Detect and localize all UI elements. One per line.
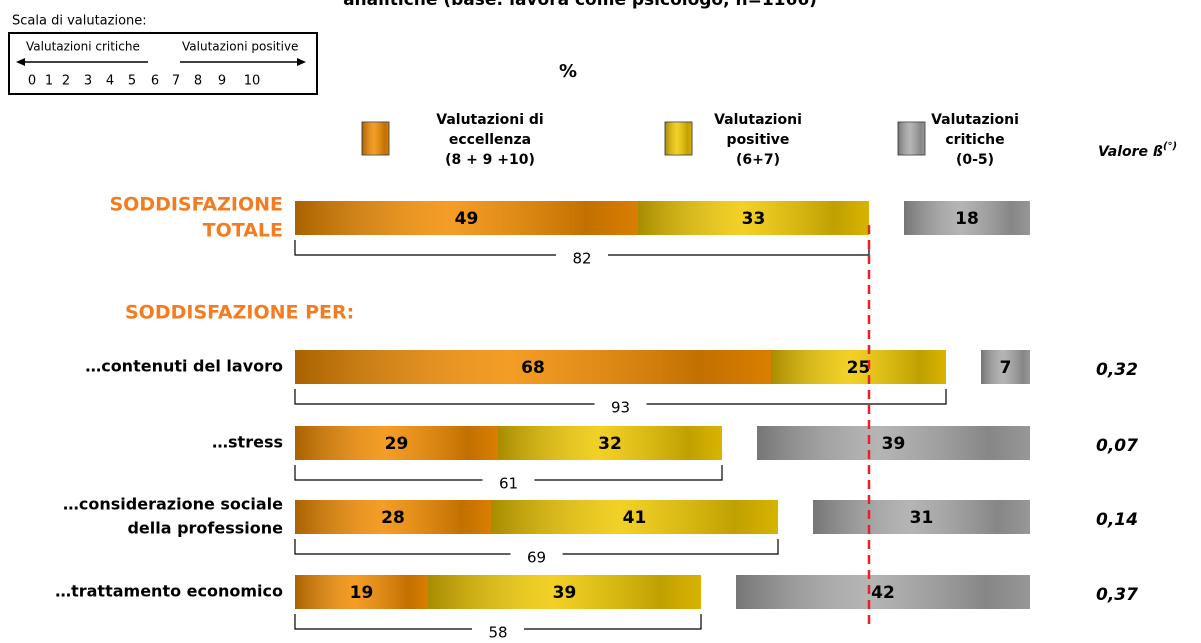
bar-shade bbox=[295, 426, 498, 460]
legend-label: Valutazioni bbox=[714, 112, 802, 128]
category-label: …trattamento economico bbox=[55, 582, 283, 601]
total-label: 82 bbox=[572, 250, 591, 268]
scale-left: Valutazioni critiche bbox=[26, 40, 140, 54]
scale-number: 5 bbox=[128, 74, 136, 89]
bar-label: 18 bbox=[955, 209, 979, 229]
scale-number: 0 bbox=[28, 74, 36, 89]
total-label: 58 bbox=[488, 624, 507, 640]
legend-label: (8 + 9 +10) bbox=[445, 152, 535, 168]
unit: % bbox=[559, 61, 577, 82]
bar-label: 49 bbox=[455, 209, 479, 229]
bar-label: 32 bbox=[598, 434, 622, 454]
legend-label: critiche bbox=[945, 132, 1004, 148]
bar-shade bbox=[491, 500, 778, 534]
bar-shade bbox=[428, 575, 701, 609]
bar-shade bbox=[771, 350, 946, 384]
bar-label: 41 bbox=[623, 508, 647, 528]
bar-shade bbox=[757, 426, 1030, 460]
scale-number: 1 bbox=[45, 74, 53, 89]
legend-label: Valutazioni bbox=[931, 112, 1019, 128]
section-title: SODDISFAZIONE PER: bbox=[125, 302, 354, 324]
legend-swatch-shade bbox=[898, 122, 925, 155]
legend-label: Valutazioni di bbox=[436, 112, 543, 128]
chart-title: analitiche (base: lavora come psicologo,… bbox=[343, 0, 817, 10]
bar-label: 33 bbox=[742, 209, 766, 229]
scale-right: Valutazioni positive bbox=[182, 40, 298, 54]
legend-swatch-shade bbox=[362, 122, 389, 155]
category-label: …considerazione sociale bbox=[63, 495, 283, 514]
bar-label: 31 bbox=[910, 508, 934, 528]
total-label-bg bbox=[556, 246, 608, 264]
scale-number: 8 bbox=[194, 74, 202, 89]
bar-shade bbox=[295, 201, 638, 235]
scale-number: 3 bbox=[84, 74, 92, 89]
legend-label: (6+7) bbox=[736, 152, 780, 168]
beta-title: Valore ß(°) bbox=[1098, 141, 1177, 160]
total-label-bg bbox=[594, 395, 647, 413]
category-label: …stress bbox=[212, 433, 283, 452]
bar-shade bbox=[295, 350, 771, 384]
total-label: 61 bbox=[499, 475, 518, 493]
scale-arrowhead bbox=[297, 58, 306, 66]
bar-label: 25 bbox=[847, 358, 871, 378]
bar-label: 42 bbox=[871, 583, 895, 603]
bar-shade bbox=[498, 426, 722, 460]
category-label: TOTALE bbox=[203, 220, 283, 242]
legend-label: (0-5) bbox=[956, 152, 994, 168]
category-label: …contenuti del lavoro bbox=[85, 357, 283, 376]
beta-label: 0,32 bbox=[1096, 360, 1138, 380]
category-label: SODDISFAZIONE bbox=[109, 194, 283, 216]
beta-title-text: Valore ß bbox=[1098, 144, 1163, 160]
scale-number: 2 bbox=[62, 74, 70, 89]
scale-arrowhead bbox=[16, 58, 25, 66]
bar-shade bbox=[638, 201, 869, 235]
legend-label: eccellenza bbox=[449, 132, 531, 148]
bar-shade bbox=[904, 201, 1030, 235]
scale-number: 9 bbox=[218, 74, 226, 89]
bar-label: 39 bbox=[882, 434, 906, 454]
bar-label: 29 bbox=[385, 434, 409, 454]
bar-shade bbox=[295, 575, 428, 609]
category-label: della professione bbox=[127, 519, 283, 538]
bar-shade bbox=[981, 350, 1030, 384]
scale-number: 7 bbox=[172, 74, 180, 89]
scale-number: 6 bbox=[151, 74, 159, 89]
beta-label: 0,07 bbox=[1096, 436, 1138, 456]
scale-number: 10 bbox=[244, 74, 261, 89]
bar-label: 19 bbox=[350, 583, 374, 603]
legend-label: positive bbox=[727, 132, 790, 148]
total-label: 69 bbox=[527, 549, 546, 567]
bar-label: 68 bbox=[521, 358, 545, 378]
legend-swatch-shade bbox=[665, 122, 692, 155]
total-label: 93 bbox=[611, 399, 630, 417]
scale-title: Scala di valutazione: bbox=[12, 14, 147, 29]
bar-label: 39 bbox=[553, 583, 577, 603]
total-label-bg bbox=[510, 545, 563, 563]
bar-shade bbox=[813, 500, 1030, 534]
bar-shade bbox=[295, 500, 491, 534]
total-label-bg bbox=[482, 471, 535, 489]
bar-label: 7 bbox=[1000, 358, 1012, 378]
beta-label: 0,37 bbox=[1096, 585, 1138, 605]
scale-number: 4 bbox=[106, 74, 114, 89]
scale-box bbox=[8, 32, 318, 95]
beta-title-sup: (°) bbox=[1163, 141, 1177, 152]
beta-label: 0,14 bbox=[1096, 510, 1138, 530]
bar-label: 28 bbox=[381, 508, 405, 528]
bar-shade bbox=[736, 575, 1030, 609]
total-label-bg bbox=[472, 620, 524, 638]
